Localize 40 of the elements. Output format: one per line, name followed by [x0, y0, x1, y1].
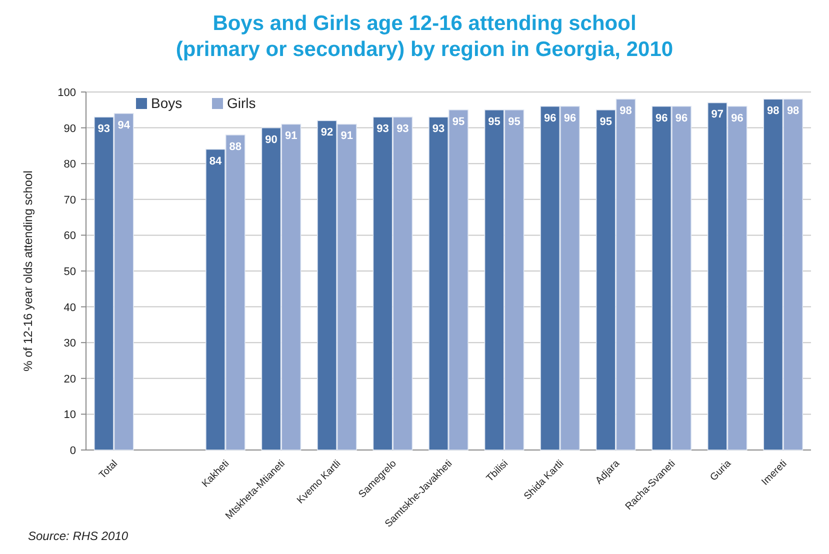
data-label: 98	[767, 105, 780, 118]
data-label: 88	[229, 140, 242, 153]
data-label: 93	[432, 123, 445, 136]
data-label: 96	[564, 112, 576, 124]
data-label: 93	[396, 123, 409, 136]
data-label: 92	[320, 126, 334, 139]
legend-label: Boys	[151, 95, 182, 111]
data-label: 95	[508, 116, 520, 128]
data-label: 91	[285, 130, 298, 142]
y-tick-label: 50	[64, 266, 76, 278]
y-tick-label: 100	[58, 87, 76, 99]
data-label: 84	[209, 155, 222, 168]
data-label: 94	[118, 119, 131, 132]
legend-label: Girls	[227, 95, 256, 111]
data-label: 93	[98, 123, 110, 136]
y-tick-label: 90	[64, 122, 76, 135]
y-tick-label: 80	[64, 158, 76, 171]
data-label: 93	[376, 123, 389, 136]
data-label: 95	[600, 116, 612, 128]
source-note: Source: RHS 2010	[28, 529, 128, 543]
y-axis-title: % of 12-16 year olds attending school	[21, 170, 35, 372]
data-label: 95	[452, 116, 465, 128]
y-tick-label: 10	[64, 409, 76, 422]
y-tick-label: 60	[64, 230, 76, 242]
y-tick-label: 70	[64, 194, 76, 206]
y-tick-label: 30	[64, 338, 76, 350]
y-tick-label: 40	[64, 302, 76, 314]
data-label: 96	[675, 112, 688, 124]
chart-title: Boys and Girls age 12-16 attending school (primary or secondary) by region in Georgia, 2010	[176, 12, 674, 61]
data-label: 97	[711, 108, 724, 121]
data-label: 96	[655, 112, 668, 124]
y-tick-label: 0	[70, 445, 76, 457]
data-label: 96	[544, 112, 556, 124]
data-label: 96	[731, 112, 744, 124]
data-label: 91	[340, 130, 354, 142]
data-label: 90	[265, 134, 278, 146]
data-label: 98	[786, 105, 800, 118]
data-label: 98	[620, 105, 632, 118]
y-tick-label: 20	[64, 373, 76, 386]
data-label: 95	[488, 116, 500, 128]
